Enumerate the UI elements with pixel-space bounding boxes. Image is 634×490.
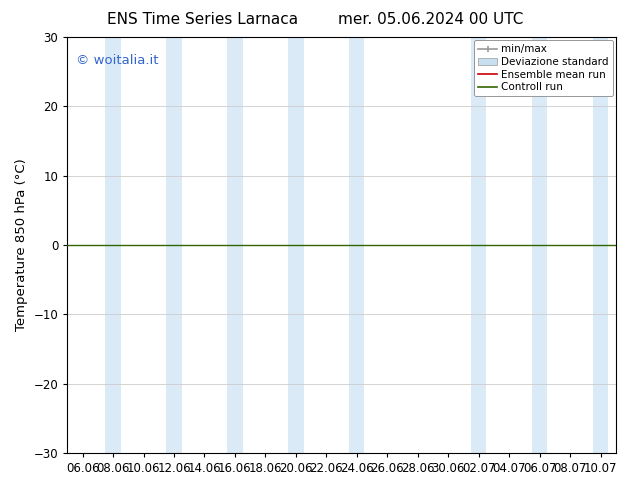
Bar (532, 37, 547, 453)
Text: ENS Time Series Larnaca: ENS Time Series Larnaca (107, 12, 299, 27)
Bar (349, 37, 365, 453)
Y-axis label: Temperature 850 hPa (°C): Temperature 850 hPa (°C) (15, 159, 28, 331)
Text: mer. 05.06.2024 00 UTC: mer. 05.06.2024 00 UTC (339, 12, 524, 27)
Bar (166, 37, 181, 453)
Bar (593, 37, 608, 453)
Bar (228, 37, 243, 453)
Legend: min/max, Deviazione standard, Ensemble mean run, Controll run: min/max, Deviazione standard, Ensemble m… (474, 40, 613, 97)
Bar (288, 37, 304, 453)
Text: © woitalia.it: © woitalia.it (75, 54, 158, 67)
Bar (471, 37, 486, 453)
Bar (105, 37, 120, 453)
